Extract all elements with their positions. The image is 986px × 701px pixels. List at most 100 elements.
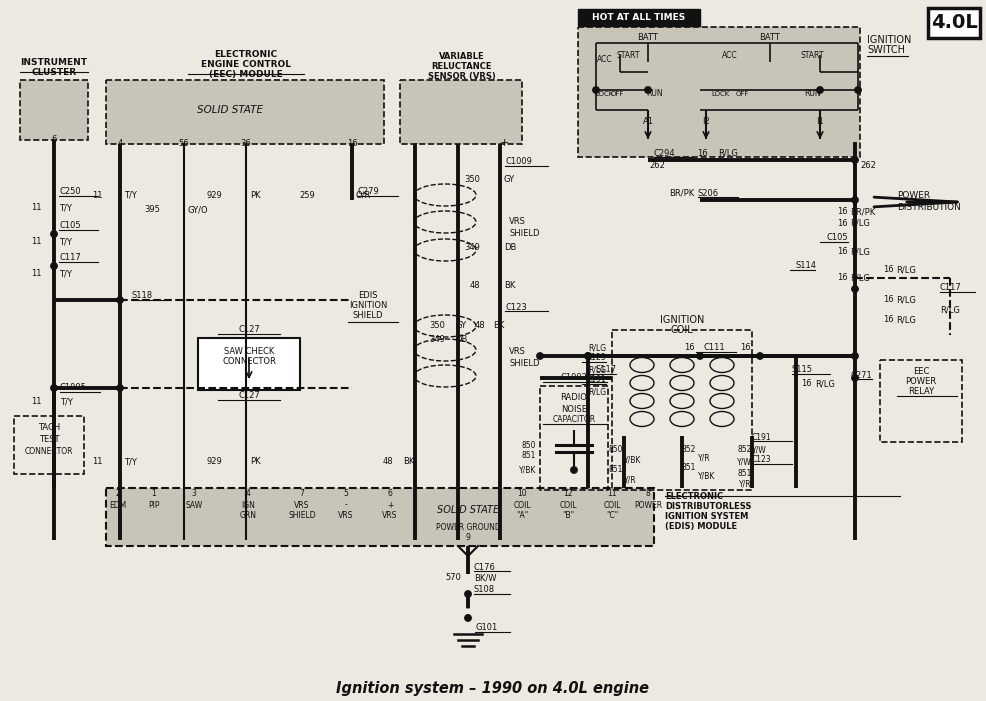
Text: SHIELD: SHIELD <box>353 311 384 320</box>
Circle shape <box>536 353 543 359</box>
Text: BK: BK <box>504 280 516 290</box>
Text: Y/R: Y/R <box>624 475 637 484</box>
Text: 262: 262 <box>860 161 876 170</box>
Text: SOLID STATE: SOLID STATE <box>197 105 263 115</box>
Text: 259: 259 <box>299 191 315 200</box>
Text: -: - <box>413 138 417 148</box>
Text: RELUCTANCE: RELUCTANCE <box>432 62 492 71</box>
Text: EEC: EEC <box>913 367 929 376</box>
Text: START: START <box>616 51 640 60</box>
Text: 11: 11 <box>31 269 41 278</box>
Text: O/R: O/R <box>356 191 372 200</box>
Text: S114: S114 <box>795 261 816 271</box>
Text: C111: C111 <box>703 343 725 353</box>
Text: 349: 349 <box>464 243 480 252</box>
Text: COIL: COIL <box>603 501 621 510</box>
Ellipse shape <box>710 358 734 372</box>
Text: R/LG: R/LG <box>896 296 916 304</box>
Text: Y/BK: Y/BK <box>624 456 641 465</box>
Text: VRS: VRS <box>383 510 397 519</box>
Text: C117: C117 <box>940 283 961 292</box>
Circle shape <box>697 353 703 359</box>
Text: 2: 2 <box>115 489 120 498</box>
Text: S108: S108 <box>474 585 495 594</box>
Circle shape <box>464 615 471 621</box>
Text: POWER: POWER <box>905 378 937 386</box>
Text: 16: 16 <box>740 343 750 353</box>
Text: T/Y: T/Y <box>59 269 72 278</box>
Text: R/LG: R/LG <box>588 343 606 353</box>
Circle shape <box>51 231 57 237</box>
Text: 851: 851 <box>738 470 752 479</box>
Text: 5: 5 <box>343 489 348 498</box>
Text: GRN: GRN <box>240 510 256 519</box>
Text: 851: 851 <box>522 451 536 461</box>
Text: S115: S115 <box>792 365 813 374</box>
Text: R/LG: R/LG <box>850 219 870 228</box>
Text: 851: 851 <box>608 465 623 475</box>
Text: R/LG: R/LG <box>718 149 738 158</box>
Text: R/LG: R/LG <box>896 266 916 275</box>
Text: 16: 16 <box>684 343 695 353</box>
Text: BR/PK: BR/PK <box>669 189 694 198</box>
Text: ELECTRONIC: ELECTRONIC <box>665 492 723 501</box>
Text: 350: 350 <box>464 175 480 184</box>
Text: VRS: VRS <box>338 510 354 519</box>
Text: 850: 850 <box>608 446 623 454</box>
Text: IGNITION: IGNITION <box>867 35 911 45</box>
Text: 395: 395 <box>144 205 160 215</box>
Text: T/Y: T/Y <box>59 203 72 212</box>
Text: 16: 16 <box>837 273 848 283</box>
Text: C271: C271 <box>850 371 872 379</box>
Text: 48: 48 <box>383 458 393 466</box>
Text: A1: A1 <box>643 118 654 126</box>
Text: BK: BK <box>403 458 414 466</box>
Text: EDIS: EDIS <box>358 292 378 301</box>
Text: ACC: ACC <box>597 55 612 64</box>
Text: 851: 851 <box>681 463 696 472</box>
Text: 16: 16 <box>802 379 812 388</box>
Text: R/LG: R/LG <box>815 379 835 388</box>
Text: GY: GY <box>504 175 515 184</box>
Text: C105: C105 <box>826 233 848 243</box>
Text: Ignition system – 1990 on 4.0L engine: Ignition system – 1990 on 4.0L engine <box>336 681 650 697</box>
Text: 6: 6 <box>51 135 56 144</box>
Text: DB: DB <box>455 336 467 344</box>
Bar <box>880 360 962 442</box>
Text: PK: PK <box>250 458 260 466</box>
Text: POWER: POWER <box>897 191 930 200</box>
Text: R/LG: R/LG <box>896 315 916 325</box>
Text: SWITCH: SWITCH <box>867 45 905 55</box>
Text: 56: 56 <box>178 139 189 147</box>
Circle shape <box>464 591 471 597</box>
Circle shape <box>585 353 592 359</box>
Circle shape <box>852 353 858 359</box>
Text: SENSOR (VRS): SENSOR (VRS) <box>428 72 496 81</box>
Circle shape <box>852 157 858 163</box>
Text: C1009: C1009 <box>505 158 531 167</box>
Text: R/LG: R/LG <box>588 388 606 397</box>
Text: 16: 16 <box>697 149 707 158</box>
Text: C1002: C1002 <box>561 374 588 383</box>
Circle shape <box>757 353 763 359</box>
Text: C191: C191 <box>587 376 606 385</box>
Text: 6: 6 <box>387 489 392 498</box>
Text: BK/W: BK/W <box>474 573 497 583</box>
Text: HOT AT ALL TIMES: HOT AT ALL TIMES <box>593 13 685 22</box>
Text: Y/BK: Y/BK <box>519 465 536 475</box>
Text: IGN: IGN <box>241 501 255 510</box>
Text: SAW: SAW <box>185 501 203 510</box>
Text: BATT: BATT <box>638 33 659 42</box>
Text: 16: 16 <box>347 139 357 147</box>
Ellipse shape <box>630 358 654 372</box>
Bar <box>14 416 84 474</box>
Bar <box>106 80 384 144</box>
Text: 3: 3 <box>191 489 196 498</box>
Text: CONNECTOR: CONNECTOR <box>25 447 73 456</box>
Text: VRS: VRS <box>509 348 526 357</box>
Text: LOCK: LOCK <box>711 91 729 97</box>
Text: T/Y: T/Y <box>60 397 73 407</box>
Text: R/LG: R/LG <box>850 273 870 283</box>
Ellipse shape <box>670 358 694 372</box>
Text: Y/BK: Y/BK <box>698 472 716 480</box>
